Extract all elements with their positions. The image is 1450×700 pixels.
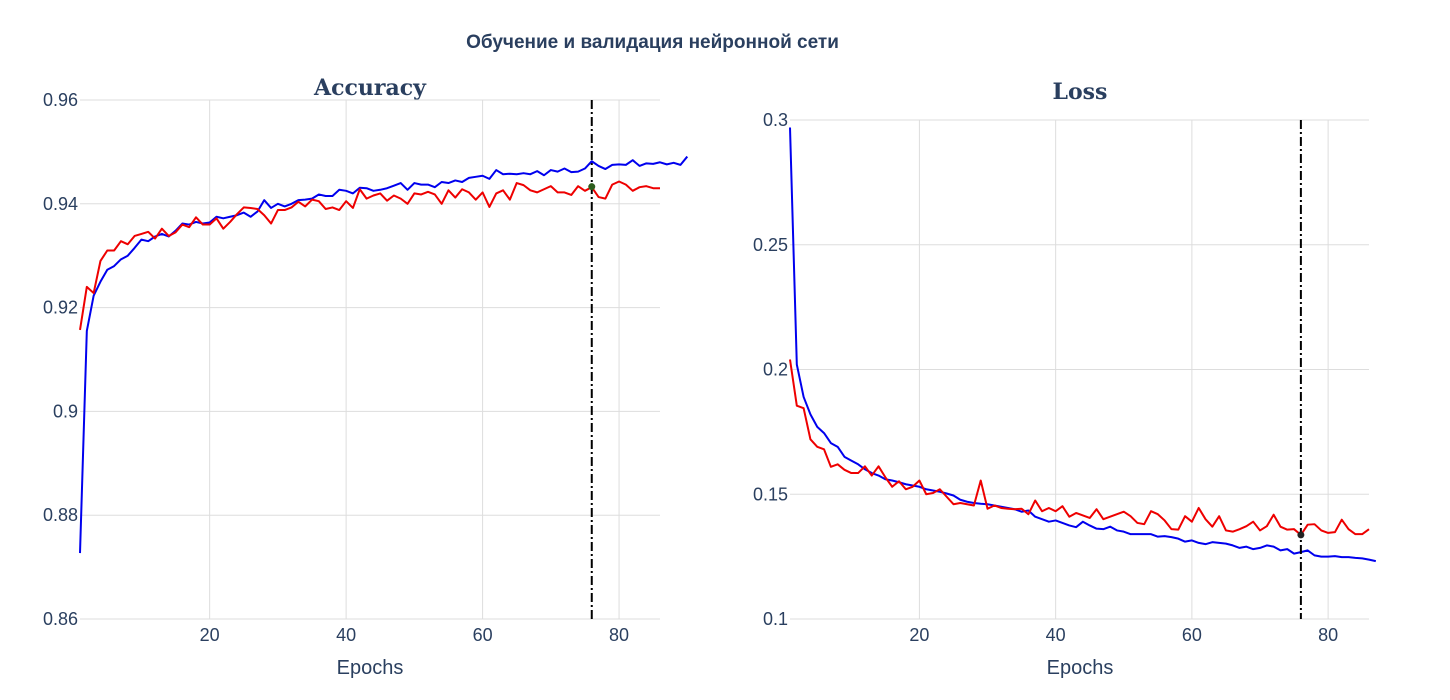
accuracy-y-tick-label: 0.86 <box>43 609 78 629</box>
loss-x-tick-label: 20 <box>909 625 929 645</box>
accuracy-train-line <box>79 155 689 554</box>
accuracy-validation-line <box>79 180 660 331</box>
loss-y-tick-label: 0.2 <box>763 360 788 380</box>
chart-title: Обучение и валидация нейронной сети <box>466 32 839 53</box>
loss-train-line <box>789 127 1377 563</box>
accuracy-subplot-title: Accuracy <box>313 75 427 101</box>
accuracy-y-tick-label: 0.94 <box>43 194 78 214</box>
loss-y-tick-label: 0.3 <box>763 110 788 130</box>
accuracy-y-tick-label: 0.96 <box>43 90 78 110</box>
loss-y-tick-label: 0.1 <box>763 609 788 629</box>
loss-x-tick-label: 60 <box>1182 625 1202 645</box>
accuracy-x-axis-title: Epochs <box>337 657 404 679</box>
accuracy-x-tick-label: 40 <box>336 625 356 645</box>
loss-panel: Loss Epochs 0.1 0.15 0.2 0.25 0.3 20 40 60 80 <box>753 79 1377 679</box>
loss-x-tick-label: 80 <box>1318 625 1338 645</box>
accuracy-panel: Accuracy Epochs 0.86 0.88 0.9 0.92 0.94 0.96 2… <box>43 75 689 679</box>
loss-x-axis-title: Epochs <box>1047 657 1114 679</box>
loss-subplot-title: Loss <box>1053 79 1108 105</box>
accuracy-x-tick-label: 60 <box>473 625 493 645</box>
loss-y-tick-label: 0.25 <box>753 235 788 255</box>
accuracy-x-tick-label: 20 <box>200 625 220 645</box>
accuracy-x-tick-label: 80 <box>609 625 629 645</box>
accuracy-y-tick-label: 0.92 <box>43 298 78 318</box>
loss-validation-line <box>789 359 1370 536</box>
loss-y-tick-label: 0.15 <box>753 484 788 504</box>
loss-x-tick-label: 40 <box>1046 625 1066 645</box>
accuracy-y-tick-label: 0.88 <box>43 505 78 525</box>
loss-best-epoch-marker <box>1297 531 1305 539</box>
accuracy-y-tick-label: 0.9 <box>53 401 78 421</box>
accuracy-best-epoch-marker <box>588 183 596 191</box>
